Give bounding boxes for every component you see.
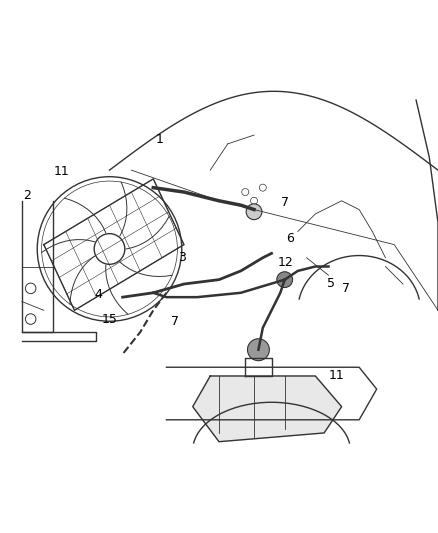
Text: 4: 4 <box>95 288 102 302</box>
Text: 7: 7 <box>342 282 350 295</box>
Text: 6: 6 <box>286 231 294 245</box>
Circle shape <box>277 272 293 287</box>
Text: 5: 5 <box>327 277 335 289</box>
Circle shape <box>247 339 269 361</box>
Text: 11: 11 <box>53 165 69 177</box>
Text: 1: 1 <box>156 133 164 146</box>
Text: 11: 11 <box>328 369 344 382</box>
Circle shape <box>246 204 262 220</box>
Polygon shape <box>193 376 342 442</box>
Text: 7: 7 <box>281 197 289 209</box>
Text: 2: 2 <box>23 189 31 202</box>
Text: 7: 7 <box>171 315 179 328</box>
Text: 12: 12 <box>278 256 293 269</box>
Text: 3: 3 <box>178 251 186 264</box>
Text: 15: 15 <box>102 312 117 326</box>
